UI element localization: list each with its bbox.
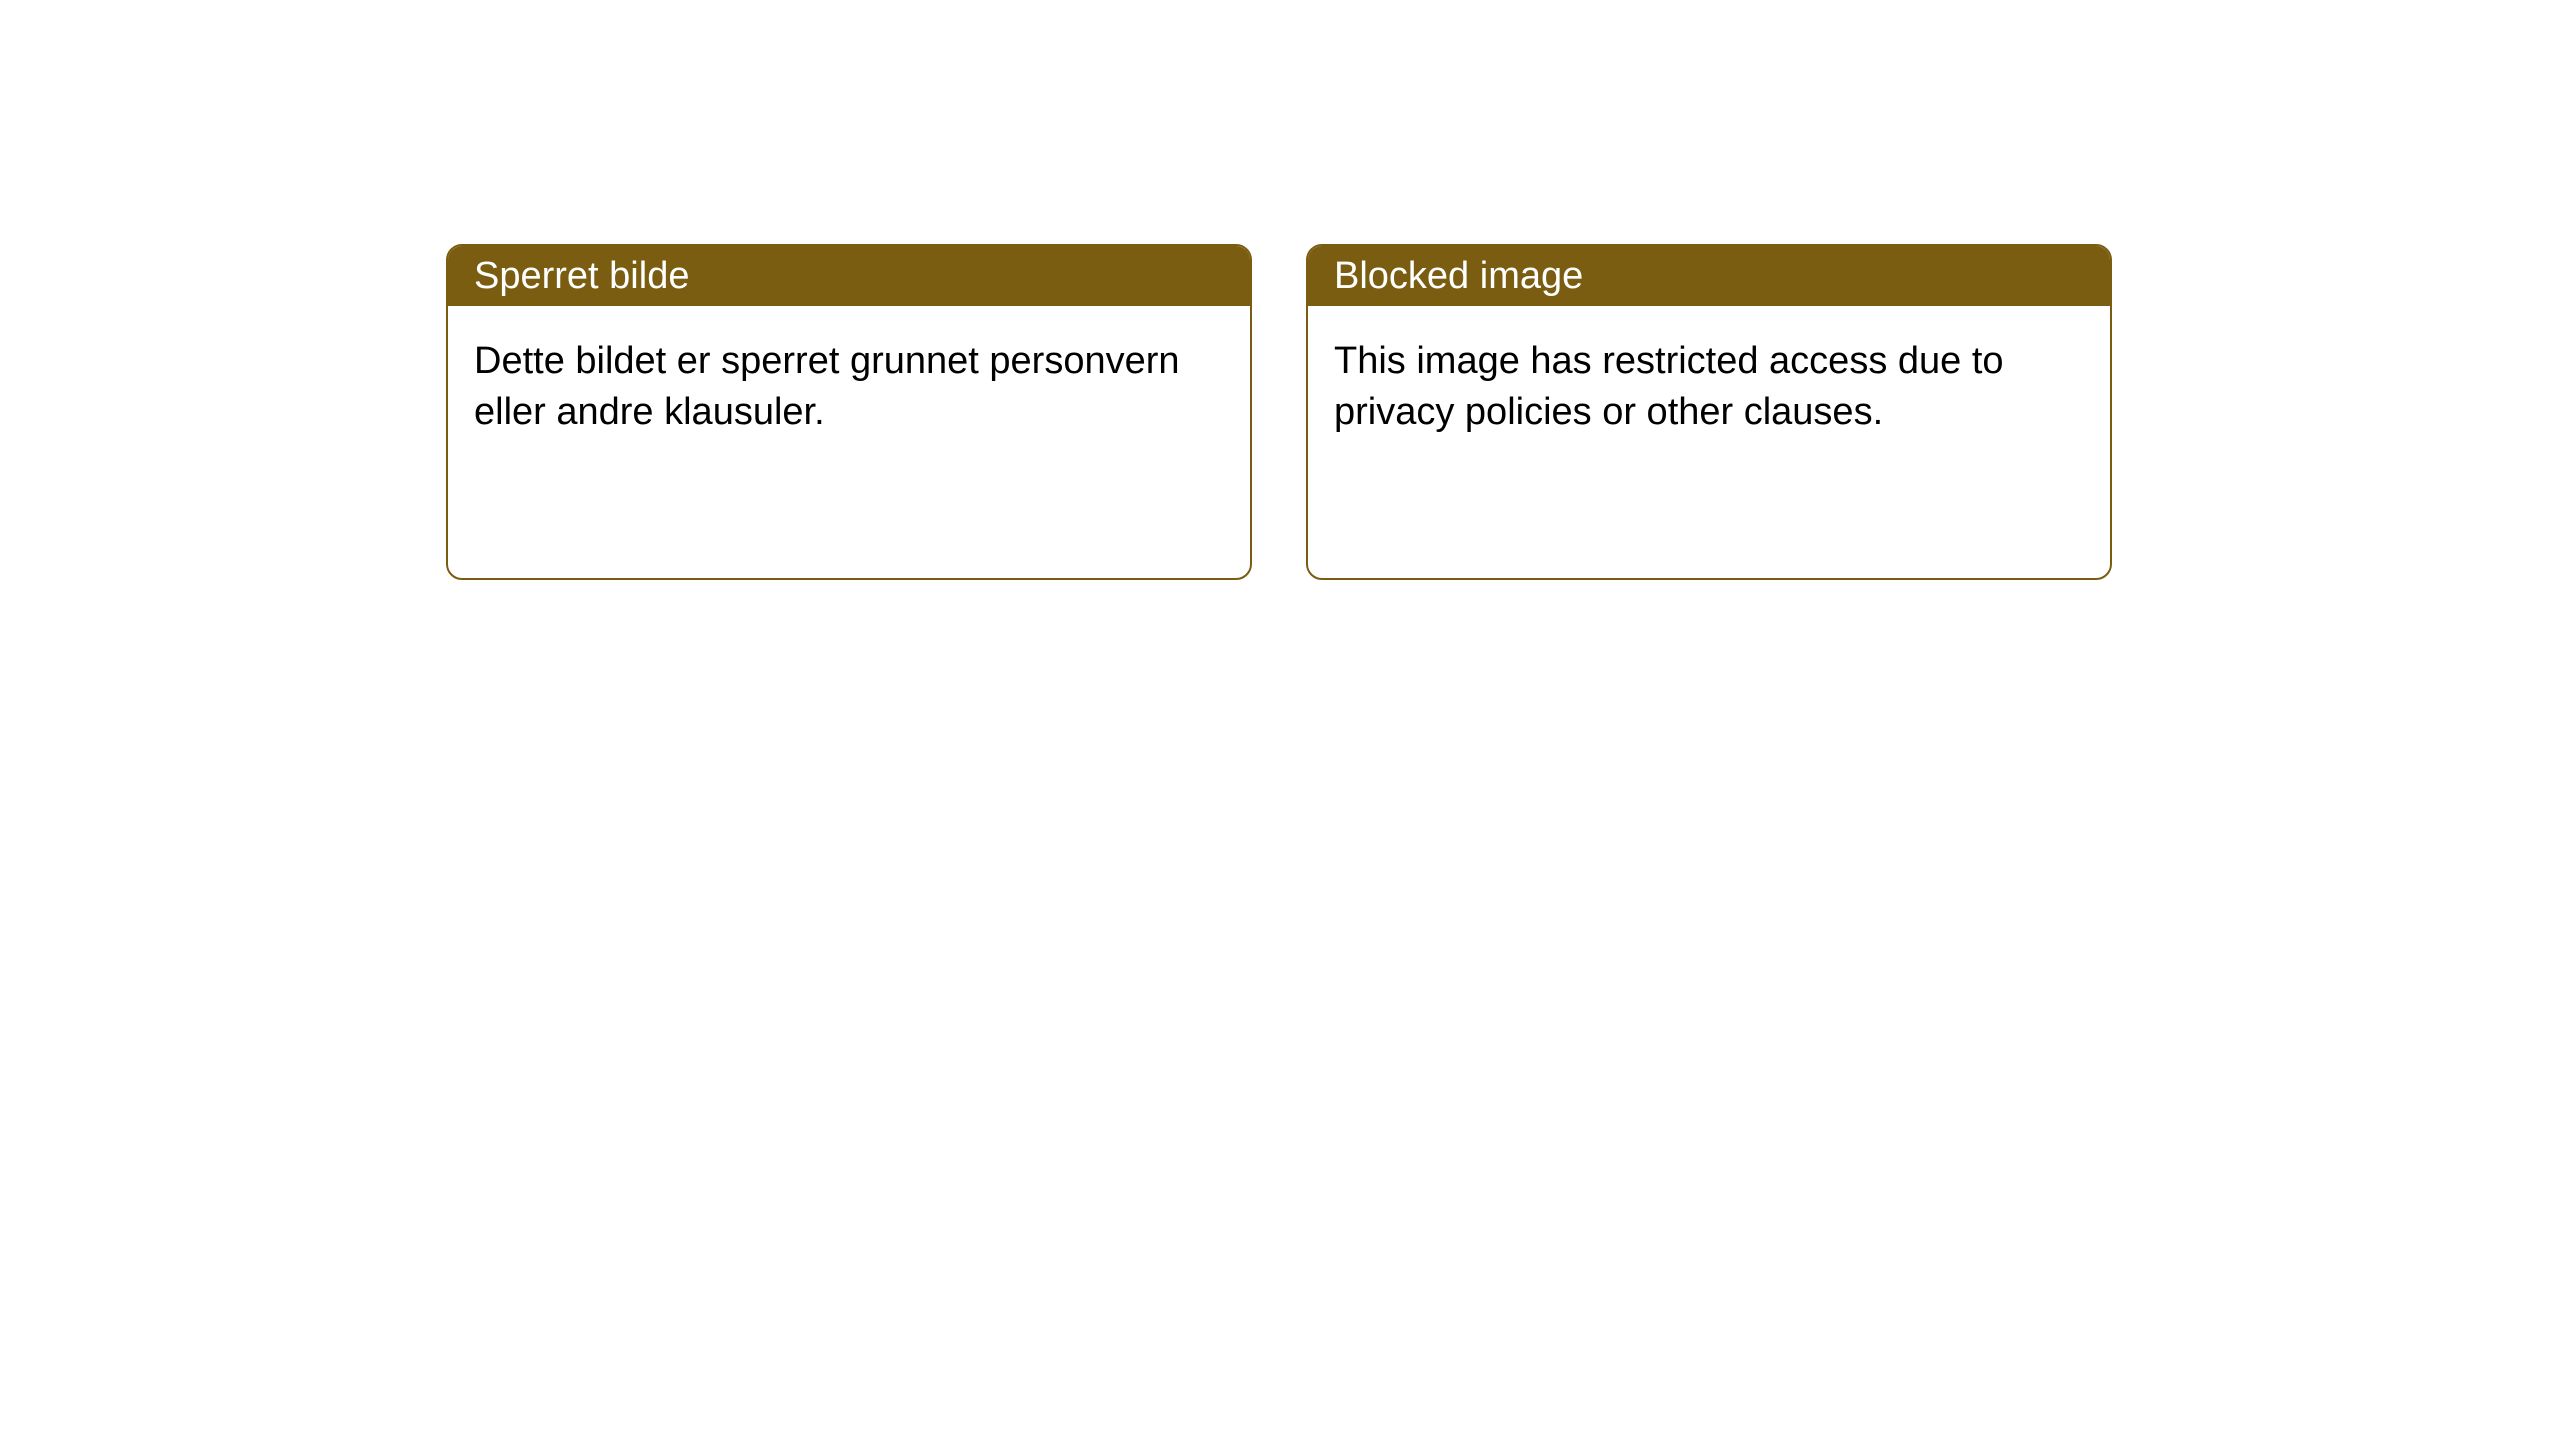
card-title-no: Sperret bilde xyxy=(474,255,689,298)
card-body-text-en: This image has restricted access due to … xyxy=(1334,340,2004,433)
blocked-image-card-en: Blocked image This image has restricted … xyxy=(1306,244,2112,580)
card-header-en: Blocked image xyxy=(1308,246,2110,306)
blocked-image-card-no: Sperret bilde Dette bildet er sperret gr… xyxy=(446,244,1252,580)
card-body-text-no: Dette bildet er sperret grunnet personve… xyxy=(474,340,1180,433)
card-title-en: Blocked image xyxy=(1334,255,1583,298)
card-body-no: Dette bildet er sperret grunnet personve… xyxy=(448,306,1250,469)
notice-container: Sperret bilde Dette bildet er sperret gr… xyxy=(0,0,2560,580)
card-header-no: Sperret bilde xyxy=(448,246,1250,306)
card-body-en: This image has restricted access due to … xyxy=(1308,306,2110,469)
